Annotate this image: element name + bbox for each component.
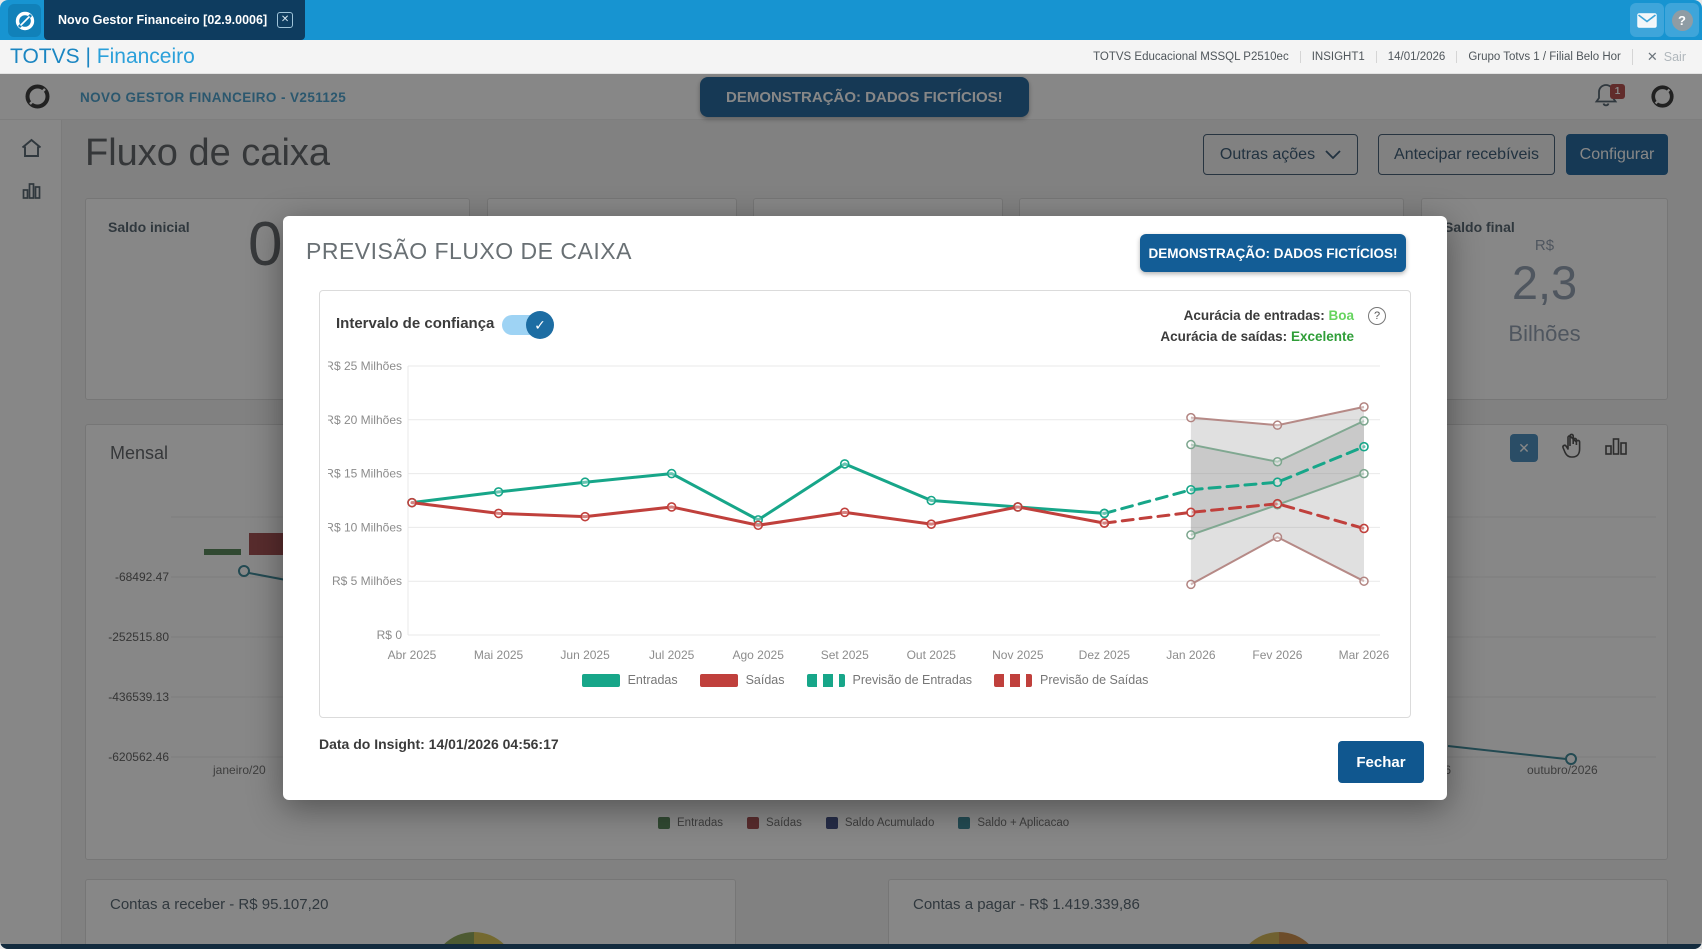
modal-title: PREVISÃO FLUXO DE CAIXA (306, 238, 632, 264)
legend-label: Entradas (627, 673, 678, 687)
svg-text:R$ 0: R$ 0 (377, 628, 403, 642)
svg-text:R$ 10 Milhões: R$ 10 Milhões (328, 520, 402, 534)
legend-label: Previsão de Entradas (852, 673, 973, 687)
logout-label: Sair (1663, 50, 1686, 64)
env-user[interactable]: INSIGHT1 (1299, 51, 1376, 63)
legend-item: Saídas (699, 673, 785, 687)
brand-title: TOTVS | Financeiro (10, 45, 195, 69)
svg-text:R$ 25 Milhões: R$ 25 Milhões (328, 359, 402, 373)
accuracy-saidas-label: Acurácia de saídas: (1160, 329, 1288, 344)
confidence-toggle-label: Intervalo de confiança (336, 315, 495, 332)
forecast-legend: Entradas Saídas Previsão de Entradas Previs… (320, 673, 1410, 687)
svg-text:Mar 2026: Mar 2026 (1339, 648, 1390, 662)
product-name: Financeiro (96, 44, 195, 68)
legend-swatch-dashed (806, 673, 845, 687)
app-tab[interactable]: Novo Gestor Financeiro [02.9.0006] ✕ (44, 0, 306, 40)
svg-text:Jul 2025: Jul 2025 (649, 648, 695, 662)
help-button[interactable]: ? (1665, 3, 1699, 37)
confidence-toggle[interactable]: ✓ (502, 311, 554, 339)
svg-text:R$ 20 Milhões: R$ 20 Milhões (328, 413, 402, 427)
totvs-logo (8, 4, 41, 37)
svg-text:Jan 2026: Jan 2026 (1166, 648, 1216, 662)
forecast-modal: PREVISÃO FLUXO DE CAIXA DEMONSTRAÇÃO: DA… (283, 216, 1447, 800)
forecast-line-chart: R$ 0 R$ 5 Milhões R$ 10 Milhões R$ 15 Milhõ… (328, 359, 1390, 662)
legend-item: Previsão de Entradas (806, 673, 973, 687)
tab-close-icon[interactable]: ✕ (277, 12, 294, 28)
accuracy-entradas-value: Boa (1328, 308, 1354, 323)
svg-text:Mai 2025: Mai 2025 (474, 648, 524, 662)
legend-label: Previsão de Saídas (1040, 673, 1149, 687)
help-icon: ? (1671, 9, 1693, 31)
legend-swatch-solid (581, 673, 620, 687)
accuracy-entradas: Acurácia de entradas: Boa (1160, 305, 1354, 326)
insight-timestamp: Data do Insight: 14/01/2026 04:56:17 (319, 736, 559, 752)
accuracy-block: Acurácia de entradas: Boa Acurácia de sa… (1160, 305, 1354, 347)
brand-separator: | (85, 44, 91, 68)
logout-x-icon: ✕ (1646, 49, 1658, 64)
svg-text:Dez 2025: Dez 2025 (1079, 648, 1131, 662)
env-database: TOTVS Educacional MSSQL P2510ec (1093, 51, 1289, 63)
fechar-button[interactable]: Fechar (1338, 741, 1424, 783)
mail-button[interactable] (1630, 3, 1664, 37)
svg-text:Fev 2026: Fev 2026 (1252, 648, 1302, 662)
legend-item: Previsão de Saídas (994, 673, 1148, 687)
svg-text:R$ 15 Milhões: R$ 15 Milhões (328, 467, 402, 481)
svg-text:Out 2025: Out 2025 (907, 648, 957, 662)
brand-bar: TOTVS | Financeiro TOTVS Educacional MSS… (0, 40, 1702, 74)
svg-text:Set 2025: Set 2025 (821, 648, 869, 662)
svg-text:Abr 2025: Abr 2025 (388, 648, 437, 662)
logout-button[interactable]: ✕ Sair (1631, 49, 1692, 65)
accuracy-saidas: Acurácia de saídas: Excelente (1160, 326, 1354, 347)
svg-text:R$ 5 Milhões: R$ 5 Milhões (332, 574, 402, 588)
accuracy-entradas-label: Acurácia de entradas: (1183, 308, 1325, 323)
env-branch[interactable]: Grupo Totvs 1 / Filial Belo Hor (1456, 51, 1632, 63)
demo-badge-modal[interactable]: DEMONSTRAÇÃO: DADOS FICTÍCIOS! (1140, 234, 1406, 272)
svg-text:Ago 2025: Ago 2025 (732, 648, 784, 662)
os-titlebar: Novo Gestor Financeiro [02.9.0006] ✕ ? (0, 0, 1702, 40)
accuracy-help-icon[interactable]: ? (1368, 307, 1386, 325)
mail-icon (1637, 12, 1657, 28)
toggle-knob-check-icon: ✓ (526, 311, 554, 339)
accuracy-saidas-value: Excelente (1290, 329, 1354, 344)
svg-text:Nov 2025: Nov 2025 (992, 648, 1044, 662)
svg-text:Jun 2025: Jun 2025 (560, 648, 610, 662)
legend-label: Saídas (745, 673, 785, 687)
brand-name: TOTVS (10, 44, 80, 68)
legend-item: Entradas (581, 673, 678, 687)
app-tab-title: Novo Gestor Financeiro [02.9.0006] (58, 13, 268, 27)
legend-swatch-solid (699, 673, 738, 687)
forecast-chart-panel: Intervalo de confiança ✓ Acurácia de ent… (319, 290, 1411, 718)
env-date[interactable]: 14/01/2026 (1375, 51, 1457, 63)
legend-swatch-dashed (994, 673, 1033, 687)
totvs-logo-icon (15, 11, 34, 30)
environment-bar: TOTVS Educacional MSSQL P2510ec INSIGHT1… (1082, 40, 1692, 74)
